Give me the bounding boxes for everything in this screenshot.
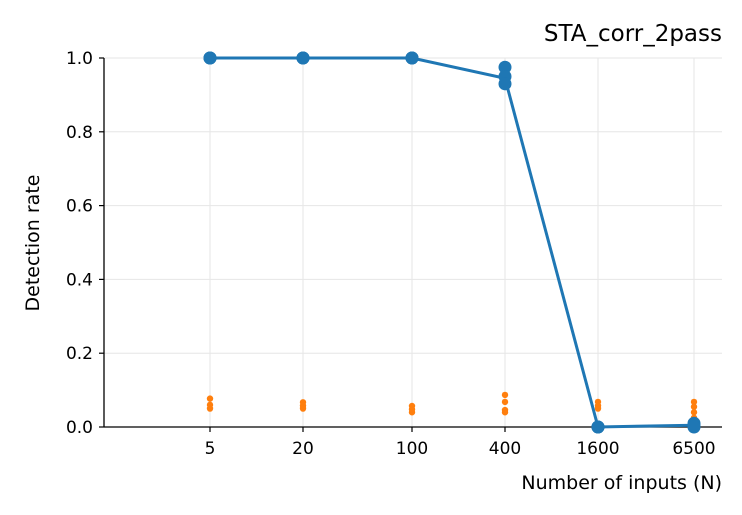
y-tick-label: 0.0: [66, 418, 93, 438]
y-tick-label: 0.4: [66, 270, 93, 290]
y-tick-label: 0.2: [66, 344, 93, 364]
series-group: [206, 391, 698, 421]
axes: [103, 58, 722, 428]
data-point: [498, 60, 512, 74]
y-ticks: 0.0 0.2 0.4 0.6 0.8 1.0: [66, 49, 104, 438]
grid: [104, 57, 722, 428]
data-point: [594, 405, 602, 412]
y-tick-label: 1.0: [66, 49, 93, 69]
data-point: [690, 409, 698, 416]
x-axis-label: Number of inputs (N): [521, 472, 722, 494]
data-point: [408, 409, 416, 416]
data-point: [299, 405, 307, 412]
data-point: [591, 420, 605, 434]
series-layer: [203, 51, 701, 434]
data-point: [687, 420, 701, 434]
series-line: [210, 56, 695, 429]
x-tick-label: 1600: [576, 439, 619, 459]
data-point: [405, 51, 419, 65]
chart-title: STA_corr_2pass: [544, 21, 722, 47]
x-tick-label: 5: [205, 439, 216, 459]
data-point: [690, 398, 698, 406]
x-tick-label: 20: [292, 439, 314, 459]
data-point: [206, 395, 214, 402]
data-point: [498, 77, 512, 91]
data-point: [206, 405, 214, 412]
y-tick-label: 0.8: [66, 123, 93, 143]
y-axis-label: Detection rate: [22, 175, 44, 312]
x-tick-label: 100: [396, 439, 428, 459]
data-point: [203, 51, 217, 65]
y-tick-label: 0.6: [66, 197, 93, 217]
x-tick-label: 400: [489, 439, 521, 459]
x-ticks: 5 20 100 400 1600 6500: [205, 427, 716, 459]
data-point: [501, 391, 509, 399]
series-group: [203, 51, 701, 434]
data-point: [690, 403, 698, 410]
data-point: [501, 409, 509, 416]
x-tick-label: 6500: [672, 439, 715, 459]
data-point: [501, 398, 509, 406]
data-point: [296, 51, 310, 65]
